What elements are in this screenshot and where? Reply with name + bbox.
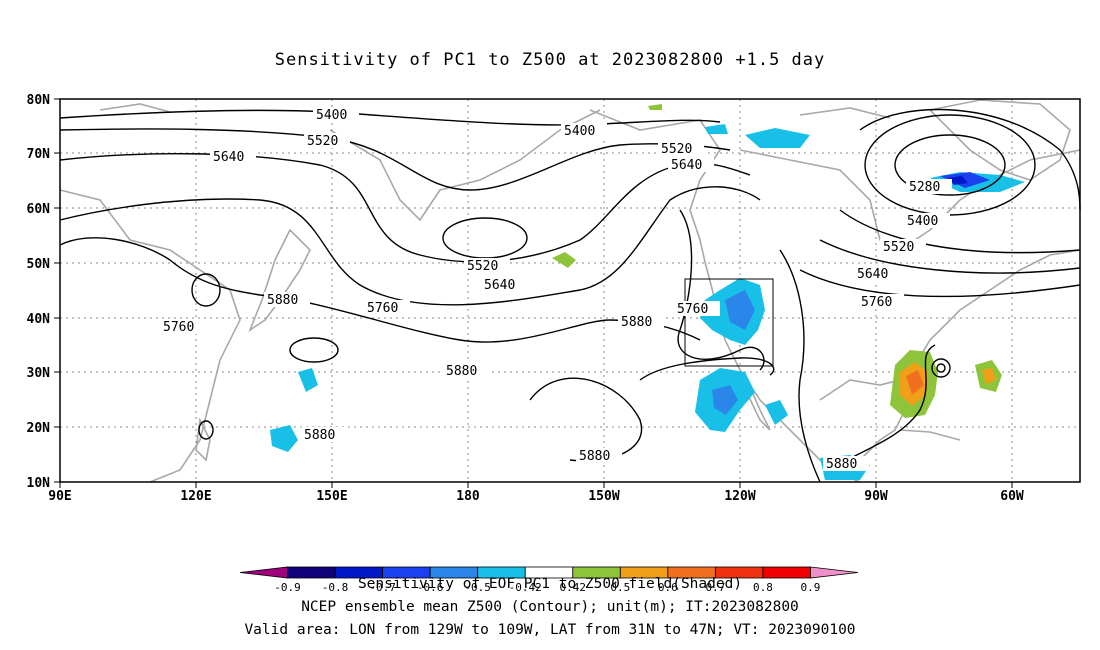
contour-label: 5640 bbox=[671, 158, 702, 173]
colorbar-tick-label: 0.42 bbox=[560, 581, 587, 594]
lat-label: 10N bbox=[27, 476, 51, 491]
contour-label: 5880 bbox=[621, 315, 652, 330]
lat-label: 80N bbox=[27, 93, 51, 108]
plot-frame bbox=[59, 98, 1081, 483]
caption-contour: NCEP ensemble mean Z500 (Contour); unit(… bbox=[301, 599, 799, 615]
contour-label: 5400 bbox=[564, 124, 595, 139]
contour-label: 5880 bbox=[304, 428, 335, 443]
lat-axis-labels: 80N 70N 60N 50N 40N 30N 20N 10N bbox=[27, 93, 51, 491]
colorbar-tick-label: 0.9 bbox=[801, 581, 821, 594]
contour-label: 5520 bbox=[883, 240, 914, 255]
grid-lines bbox=[60, 99, 1080, 482]
contour-label: 5760 bbox=[677, 302, 708, 317]
contour-label: 5760 bbox=[367, 301, 398, 316]
contour-label: 5640 bbox=[213, 150, 244, 165]
contour-label: 5880 bbox=[826, 457, 857, 472]
contour-label: 5760 bbox=[163, 320, 194, 335]
contour-label: 5520 bbox=[307, 134, 338, 149]
tick-marks bbox=[54, 98, 1013, 488]
contour-label: 5280 bbox=[909, 180, 940, 195]
colorbar-tick-label: -0.42 bbox=[509, 581, 542, 594]
contour-label: 5640 bbox=[857, 267, 888, 282]
lon-label: 120E bbox=[180, 489, 211, 504]
contour-label: 5760 bbox=[861, 295, 892, 310]
lat-label: 40N bbox=[27, 312, 51, 327]
colorbar-tick-label: -0.6 bbox=[417, 581, 444, 594]
lat-label: 60N bbox=[27, 202, 51, 217]
colorbar-tick-label: 0.6 bbox=[658, 581, 678, 594]
contour-label: 5880 bbox=[267, 293, 298, 308]
contour-label: 5880 bbox=[446, 364, 477, 379]
lon-axis-labels: 90E 120E 150E 180 150W 120W 90W 60W bbox=[48, 489, 1024, 504]
contour-label: 5520 bbox=[467, 259, 498, 274]
lon-label: 90E bbox=[48, 489, 71, 504]
colorbar-tick-label: 0.7 bbox=[705, 581, 725, 594]
lat-label: 20N bbox=[27, 421, 51, 436]
plot-area: 5400 5520 5640 5400 5520 5640 5520 5640 … bbox=[27, 93, 1081, 504]
lon-label: 180 bbox=[456, 489, 480, 504]
colorbar-tick-label: -0.5 bbox=[464, 581, 491, 594]
lon-label: 150E bbox=[316, 489, 347, 504]
lon-label: 120W bbox=[724, 489, 755, 504]
valid-area-box bbox=[684, 278, 774, 367]
lat-label: 30N bbox=[27, 366, 51, 381]
contour-label: 5520 bbox=[661, 142, 692, 157]
caption-valid-area: Valid area: LON from 129W to 109W, LAT f… bbox=[244, 622, 856, 638]
lon-label: 90W bbox=[864, 489, 888, 504]
caption-shading: Sensitivity of EOF PC1 to Z500 field(Sha… bbox=[357, 576, 743, 592]
z500-contours bbox=[59, 108, 1081, 483]
lon-label: 60W bbox=[1000, 489, 1024, 504]
map-title: Sensitivity of PC1 to Z500 at 2023082800… bbox=[274, 50, 826, 70]
colorbar-tick-label: 0.5 bbox=[610, 581, 630, 594]
contour-labels: 5400 5520 5640 5400 5520 5640 5520 5640 … bbox=[160, 107, 952, 472]
colorbar-swatch bbox=[810, 566, 859, 579]
contour-label: 5400 bbox=[316, 108, 347, 123]
contour-label: 5640 bbox=[484, 278, 515, 293]
colorbar: -0.9 -0.8 -0.7 -0.6 -0.5 -0.42 0.42 0.5 0.6 0.7 0.… bbox=[239, 566, 859, 594]
sensitivity-shading bbox=[270, 104, 1025, 480]
lat-label: 50N bbox=[27, 257, 51, 272]
colorbar-tick-label: 0.8 bbox=[753, 581, 773, 594]
colorbar-tick-label: -0.8 bbox=[322, 581, 349, 594]
lat-label: 70N bbox=[27, 147, 51, 162]
colorbar-tick-label: -0.7 bbox=[369, 581, 396, 594]
colorbar-tick-label: -0.9 bbox=[274, 581, 301, 594]
contour-label: 5880 bbox=[579, 449, 610, 464]
contour-label: 5400 bbox=[907, 214, 938, 229]
lon-label: 150W bbox=[588, 489, 619, 504]
